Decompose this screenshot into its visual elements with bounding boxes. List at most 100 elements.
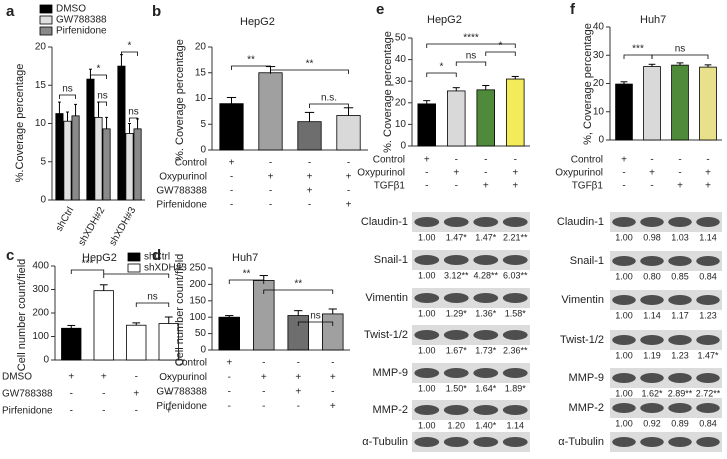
y-tick-label: 40 bbox=[395, 54, 407, 65]
blot-quantity: 1.00 bbox=[418, 232, 436, 242]
condition-mark: - bbox=[135, 372, 138, 383]
blot-band bbox=[443, 255, 469, 265]
condition-label: Oxypurinol bbox=[357, 168, 405, 179]
condition-mark: - bbox=[269, 186, 272, 197]
blot-quantity: 1.50* bbox=[446, 383, 468, 393]
condition-mark: + bbox=[261, 372, 267, 383]
significance-bracket bbox=[297, 321, 334, 326]
panel-letter: e bbox=[376, 1, 384, 18]
condition-mark: + bbox=[705, 181, 711, 192]
panel-letter: c bbox=[6, 247, 14, 264]
y-tick-label: 15 bbox=[195, 67, 207, 78]
blot-quantity: 1.00 bbox=[418, 383, 436, 393]
y-tick-label: 200 bbox=[32, 308, 49, 319]
bar bbox=[133, 128, 142, 201]
condition-label: Oxypurinol bbox=[159, 372, 207, 383]
significance-label: ** bbox=[243, 269, 251, 280]
blot-quantity: 1.00 bbox=[615, 232, 633, 242]
blot-band bbox=[473, 368, 499, 378]
blot-label: MMP-2 bbox=[569, 402, 604, 414]
panel-letter: f bbox=[570, 1, 576, 18]
blot-band bbox=[502, 405, 528, 415]
condition-mark: + bbox=[226, 358, 232, 369]
y-axis-label: %, Coverage percentage bbox=[582, 23, 594, 145]
condition-mark: + bbox=[229, 158, 235, 169]
blot-quantity: 1.00 bbox=[615, 388, 633, 398]
condition-mark: + bbox=[166, 406, 172, 417]
blot-band bbox=[696, 437, 720, 447]
blot-quantity: 1.00 bbox=[418, 345, 436, 355]
significance-label: ** bbox=[247, 55, 255, 66]
condition-label: Control bbox=[175, 358, 207, 369]
bar bbox=[671, 64, 689, 141]
blot-quantity: 2.89** bbox=[668, 388, 693, 398]
legend-swatch bbox=[39, 26, 53, 36]
bar bbox=[158, 323, 179, 361]
bar bbox=[446, 90, 466, 147]
y-tick-label: 400 bbox=[32, 261, 49, 272]
bar bbox=[94, 116, 103, 201]
blot-quantity: 1.62* bbox=[641, 388, 663, 398]
blot-quantity: 0.98 bbox=[643, 232, 661, 242]
blot-band bbox=[502, 368, 528, 378]
bar bbox=[117, 65, 126, 201]
condition-mark: + bbox=[512, 168, 518, 179]
blot-quantity: 1.00 bbox=[615, 350, 633, 360]
bar bbox=[93, 290, 114, 361]
y-tick-label: 20 bbox=[35, 42, 47, 53]
blot-quantity: 0.80 bbox=[643, 271, 661, 281]
condition-mark: + bbox=[101, 372, 107, 383]
blot-band bbox=[502, 217, 528, 227]
blot-quantity: 1.14 bbox=[699, 232, 717, 242]
legend-label: shCtrl bbox=[144, 252, 170, 263]
blot-band bbox=[612, 335, 636, 345]
bar bbox=[287, 315, 309, 351]
condition-mark: + bbox=[346, 172, 352, 183]
blot-quantity: 1.89* bbox=[505, 383, 527, 393]
significance-bracket bbox=[228, 279, 265, 284]
blot-strip bbox=[412, 400, 530, 420]
y-tick-label: 5 bbox=[200, 119, 206, 130]
significance-bracket bbox=[90, 74, 107, 79]
condition-mark: - bbox=[678, 155, 681, 166]
blot-strip bbox=[412, 363, 530, 383]
bar bbox=[86, 78, 95, 201]
blot-band bbox=[443, 293, 469, 303]
blot-band bbox=[443, 330, 469, 340]
panel-letter: b bbox=[152, 3, 161, 20]
chart-title: HepG2 bbox=[82, 252, 117, 264]
condition-mark: - bbox=[228, 401, 231, 412]
blot-label: α-Tubulin bbox=[362, 436, 408, 448]
blot-quantity: 2.72** bbox=[696, 388, 721, 398]
blot-quantity: 1.00 bbox=[418, 270, 436, 280]
y-tick-label: 20 bbox=[593, 78, 605, 89]
legend-swatch bbox=[127, 263, 141, 273]
condition-mark: - bbox=[455, 181, 458, 192]
y-tick-label: 100 bbox=[32, 331, 49, 342]
condition-mark: - bbox=[331, 387, 334, 398]
blot-quantity: 1.73* bbox=[475, 345, 497, 355]
bar bbox=[218, 316, 240, 351]
blot-quantity: 1.20 bbox=[447, 420, 465, 430]
blot-band bbox=[473, 217, 499, 227]
bar bbox=[63, 120, 72, 201]
blot-quantity: 1.23 bbox=[699, 310, 717, 320]
y-axis-label: %. Coverage percentage bbox=[382, 31, 394, 153]
blot-quantity: 1.14 bbox=[643, 310, 661, 320]
blot-band bbox=[502, 330, 528, 340]
significance-bracket bbox=[129, 117, 138, 122]
condition-mark: - bbox=[678, 168, 681, 179]
condition-label: Control bbox=[373, 155, 405, 166]
significance-bracket bbox=[98, 101, 107, 106]
bar bbox=[336, 115, 361, 151]
bar bbox=[126, 324, 147, 361]
blot-strip bbox=[412, 288, 530, 308]
y-tick-label: 300 bbox=[32, 284, 49, 295]
blot-strip bbox=[610, 251, 722, 271]
blot-quantity: 1.14 bbox=[506, 420, 524, 430]
condition-mark: - bbox=[347, 186, 350, 197]
y-tick-label: 0 bbox=[43, 355, 49, 366]
blot-quantity: 1.29* bbox=[446, 308, 468, 318]
blot-quantity: 1.00 bbox=[615, 271, 633, 281]
condition-mark: - bbox=[347, 158, 350, 169]
